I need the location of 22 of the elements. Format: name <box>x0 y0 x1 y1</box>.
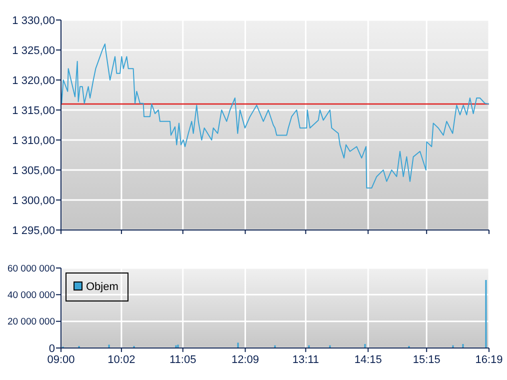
legend-label: Objem <box>86 281 118 293</box>
y-tick-label: 1 320,00 <box>12 74 55 87</box>
y-tick-label: 60 000 000 <box>7 263 55 274</box>
x-tick-label: 16:19 <box>475 354 503 366</box>
y-tick-label: 1 330,00 <box>12 14 55 27</box>
x-tick-label: 14:15 <box>354 354 382 366</box>
y-tick-label: 1 300,00 <box>12 194 55 207</box>
y-tick-label: 20 000 000 <box>7 316 55 328</box>
y-tick-label: 1 310,00 <box>12 134 55 147</box>
line-series <box>60 44 490 188</box>
y-tick-label: 1 315,00 <box>12 104 55 117</box>
x-tick-label: 09:00 <box>47 354 75 366</box>
y-tick-label: 1 325,00 <box>12 44 55 57</box>
y-tick-label: 1 295,00 <box>12 224 55 237</box>
x-tick-label: 13:11 <box>292 354 320 366</box>
y-tick-label: 40 000 000 <box>7 290 55 301</box>
x-tick-label: 10:02 <box>108 354 136 366</box>
y-tick-label: 0 <box>48 342 55 355</box>
y-tick-label: 1 305,00 <box>12 164 55 177</box>
x-tick-label: 15:15 <box>412 354 440 366</box>
x-tick-label: 12:09 <box>232 354 260 366</box>
x-tick-label: 11:05 <box>170 354 196 366</box>
